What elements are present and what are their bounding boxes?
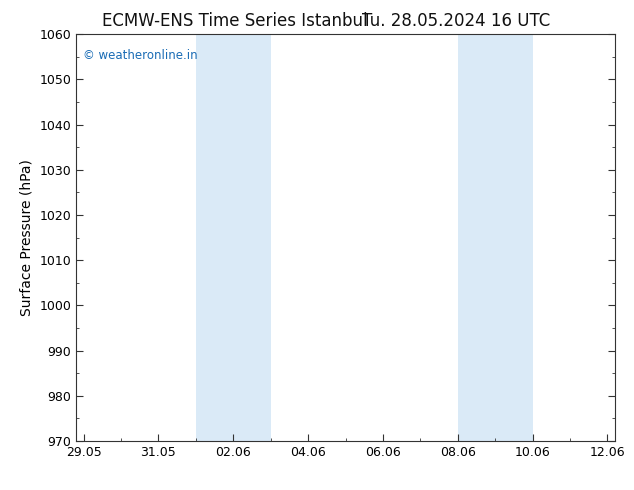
Bar xyxy=(233,34,271,441)
Bar xyxy=(196,34,233,441)
Bar xyxy=(458,34,495,441)
Bar xyxy=(495,34,533,441)
Text: ECMW-ENS Time Series Istanbul: ECMW-ENS Time Series Istanbul xyxy=(102,12,367,30)
Y-axis label: Surface Pressure (hPa): Surface Pressure (hPa) xyxy=(20,159,34,316)
Text: Tu. 28.05.2024 16 UTC: Tu. 28.05.2024 16 UTC xyxy=(363,12,550,30)
Text: © weatheronline.in: © weatheronline.in xyxy=(82,49,197,62)
